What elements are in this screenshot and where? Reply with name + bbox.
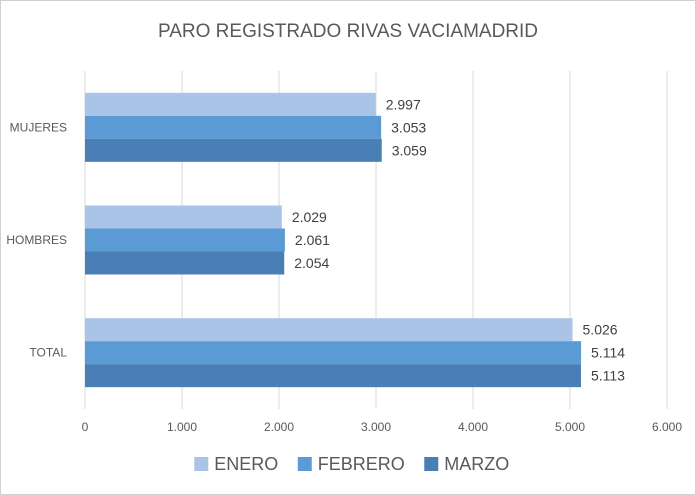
data-label-mujeres-marzo: 3.059 xyxy=(392,142,427,158)
data-label-mujeres-enero: 2.997 xyxy=(386,96,421,112)
legend-label-marzo: MARZO xyxy=(444,454,509,474)
legend-label-febrero: FEBRERO xyxy=(318,454,405,474)
data-labels: 2.997 3.053 3.059 2.029 2.061 2.054 5.026 5.114… xyxy=(292,96,625,383)
x-tick-label: 0 xyxy=(82,420,89,434)
bar-hombres-marzo xyxy=(85,251,285,275)
data-label-total-enero: 5.026 xyxy=(583,322,618,338)
category-label-mujeres: MUJERES xyxy=(10,120,67,134)
x-tick-label: 4.000 xyxy=(458,420,488,434)
legend-label-enero: ENERO xyxy=(214,454,278,474)
value-axis: 0 1.000 2.000 3.000 4.000 5.000 6.000 xyxy=(82,420,683,434)
x-tick-label: 1.000 xyxy=(167,420,197,434)
bars xyxy=(85,92,582,388)
legend-swatch-febrero xyxy=(297,457,312,471)
x-tick-label: 3.000 xyxy=(361,420,391,434)
data-label-mujeres-febrero: 3.053 xyxy=(391,119,426,135)
data-label-hombres-febrero: 2.061 xyxy=(295,232,330,248)
bar-hombres-febrero xyxy=(85,228,285,252)
data-label-total-febrero: 5.114 xyxy=(591,345,625,361)
category-label-total: TOTAL xyxy=(29,346,67,360)
category-label-hombres: HOMBRES xyxy=(6,233,67,247)
legend-swatch-marzo xyxy=(424,457,439,471)
legend-swatch-enero xyxy=(194,457,209,471)
bar-total-marzo xyxy=(85,364,581,388)
chart-title: PARO REGISTRADO RIVAS VACIAMADRID xyxy=(158,21,538,42)
legend: ENERO FEBRERO MARZO xyxy=(194,454,509,474)
x-tick-label: 5.000 xyxy=(555,420,585,434)
bar-mujeres-febrero xyxy=(85,115,382,139)
data-label-hombres-marzo: 2.054 xyxy=(294,255,329,271)
bar-hombres-enero xyxy=(85,205,282,229)
x-tick-label: 6.000 xyxy=(652,420,682,434)
data-label-hombres-enero: 2.029 xyxy=(292,209,327,225)
category-axis: MUJERES HOMBRES TOTAL xyxy=(6,120,67,359)
bar-total-enero xyxy=(85,318,573,342)
bar-mujeres-marzo xyxy=(85,138,382,162)
x-tick-label: 2.000 xyxy=(264,420,294,434)
data-label-total-marzo: 5.113 xyxy=(591,368,625,384)
bar-total-febrero xyxy=(85,341,582,365)
bar-mujeres-enero xyxy=(85,92,376,116)
